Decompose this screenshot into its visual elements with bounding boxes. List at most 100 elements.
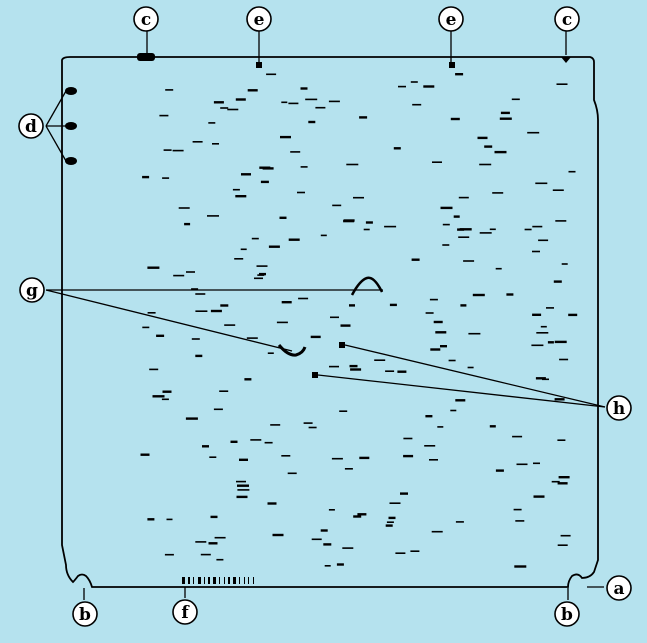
dash-mark — [236, 495, 248, 499]
dash-mark — [149, 368, 159, 371]
dash-mark — [349, 304, 355, 307]
dash-mark — [329, 365, 339, 368]
dash-mark — [389, 303, 397, 307]
barcode-strip — [182, 577, 254, 584]
dash-mark — [410, 81, 418, 83]
dash-mark — [227, 108, 239, 111]
dash-mark — [237, 489, 250, 491]
dash-mark — [442, 244, 450, 246]
hole-top — [65, 87, 77, 95]
dash-mark — [546, 307, 554, 309]
dash-mark — [220, 107, 229, 109]
dash-mark — [477, 136, 488, 140]
dash-mark — [411, 258, 420, 261]
dash-mark — [430, 348, 441, 351]
callout-e-left: e — [246, 6, 272, 32]
dash-mark — [359, 116, 368, 119]
dash-mark — [320, 234, 327, 237]
dash-mark — [374, 359, 386, 361]
dash-mark — [512, 435, 523, 438]
dash-mark — [240, 248, 247, 251]
dash-mark — [365, 221, 373, 224]
dash-mark — [532, 225, 543, 228]
dash-mark — [500, 111, 510, 115]
dash-mark — [489, 425, 496, 428]
dash-mark — [540, 325, 547, 328]
dash-mark — [267, 502, 277, 505]
dash-mark — [213, 408, 223, 411]
dash-mark — [357, 513, 367, 516]
dash-mark — [214, 536, 226, 539]
dash-mark — [162, 177, 170, 179]
dash-mark — [516, 463, 528, 466]
dash-mark — [472, 293, 485, 297]
dash-mark — [288, 238, 300, 241]
dash-mark — [450, 409, 457, 412]
dash-mark — [455, 521, 464, 523]
dash-mark — [531, 344, 544, 347]
dash-mark — [385, 524, 393, 527]
dash-mark — [479, 232, 492, 234]
dash-mark — [216, 558, 224, 561]
dash-mark — [266, 73, 277, 76]
square-mark-upper — [339, 342, 345, 348]
dash-mark — [440, 345, 447, 348]
dash-mark — [533, 495, 545, 498]
dash-mark — [400, 492, 408, 495]
dash-mark — [234, 258, 244, 260]
dash-mark — [200, 553, 211, 556]
dash-mark — [259, 272, 266, 276]
dash-mark — [147, 312, 156, 314]
dash-mark — [467, 366, 474, 369]
dash-mark — [272, 533, 284, 537]
dash-mark — [489, 228, 496, 231]
barcode-bar — [193, 577, 194, 584]
dash-mark — [403, 437, 413, 440]
dash-mark — [432, 161, 442, 163]
dash-mark — [320, 529, 328, 532]
leader-lines — [45, 30, 606, 600]
callout-f: f — [172, 599, 198, 625]
dash-mark — [281, 301, 292, 304]
dash-mark — [535, 377, 546, 380]
dash-mark — [557, 482, 568, 485]
callout-c-left-label: c — [141, 10, 151, 30]
square-mark-lower — [312, 372, 318, 378]
dash-mark — [568, 313, 578, 317]
dash-mark — [184, 222, 191, 226]
barcode-bar — [213, 577, 216, 584]
callout-d-label: d — [25, 117, 37, 137]
dash-mark — [448, 359, 456, 362]
notch-mark-right — [561, 57, 571, 63]
callout-f-label: f — [181, 603, 190, 623]
notch-mark-left — [137, 53, 155, 61]
dash-mark — [165, 89, 174, 91]
dash-mark — [237, 484, 249, 487]
dash-mark — [310, 335, 321, 339]
dash-mark — [346, 163, 359, 166]
dash-mark — [185, 417, 198, 420]
dash-mark — [513, 508, 522, 511]
dash-mark — [459, 228, 472, 231]
barcode-bar — [219, 577, 220, 584]
dash-mark — [311, 538, 322, 541]
dash-mark — [207, 215, 219, 217]
dash-mark — [359, 456, 370, 460]
dash-mark — [495, 469, 504, 472]
dash-mark — [232, 188, 240, 191]
dash-mark — [437, 426, 444, 428]
dash-mark — [239, 458, 248, 461]
dash-mark — [166, 518, 173, 521]
dash-mark — [431, 530, 443, 533]
dash-mark — [553, 280, 562, 283]
dash-mark — [281, 455, 291, 457]
dash-mark — [212, 143, 219, 145]
dash-mark — [159, 114, 169, 117]
dash-mark — [140, 453, 150, 456]
dash-mark — [353, 196, 364, 199]
dash-mark — [425, 415, 433, 418]
callout-a-label: a — [613, 579, 624, 599]
dash-mark — [458, 236, 470, 238]
dash-mark — [410, 550, 420, 552]
